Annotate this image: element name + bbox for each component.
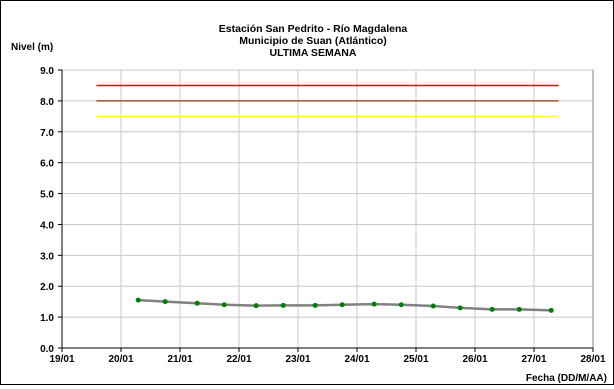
title-line-2: Municipio de Suan (Atlántico) (239, 35, 387, 47)
y-tick-label: 9.0 (40, 66, 54, 77)
y-tick-label: 7.0 (40, 128, 54, 139)
data-point (398, 302, 404, 308)
y-tick-label: 3.0 (40, 251, 54, 262)
x-tick-label: 22/01 (226, 354, 251, 365)
x-tick-label: 27/01 (521, 354, 546, 365)
data-point (221, 302, 227, 308)
x-tick-label: 28/01 (580, 354, 605, 365)
x-tick-label: 21/01 (167, 354, 192, 365)
data-point (516, 306, 522, 312)
data-point (339, 302, 345, 308)
y-tick-label: 4.0 (40, 220, 54, 231)
y-tick-label: 2.0 (40, 282, 54, 293)
y-axis-label: Nivel (m) (11, 42, 53, 53)
data-point (371, 301, 377, 307)
chart-title: Estación San Pedrito - Río Magdalena Mun… (219, 23, 408, 59)
data-point (162, 299, 168, 305)
data-point (312, 302, 318, 308)
y-tick-label: 1.0 (40, 313, 54, 324)
data-point (457, 305, 463, 311)
data-point (194, 300, 200, 306)
y-tick-label: 6.0 (40, 159, 54, 170)
data-point (430, 303, 436, 309)
y-tick-label: 0.0 (40, 344, 54, 355)
axes: 0.0 1.0 2.0 3.0 4.0 5.0 6.0 7.0 8.0 9.0 19/01 20/01… (40, 66, 606, 365)
data-point (548, 307, 554, 313)
series (135, 297, 554, 313)
y-tick-label: 8.0 (40, 97, 54, 108)
data-point (253, 303, 259, 309)
title-line-3: ULTIMA SEMANA (270, 47, 357, 59)
x-tick-label: 25/01 (403, 354, 428, 365)
threshold-lines (96, 84, 559, 118)
data-point (280, 302, 286, 308)
x-tick-label: 20/01 (108, 354, 133, 365)
x-tick-label: 19/01 (49, 354, 74, 365)
x-tick-label: 24/01 (344, 354, 369, 365)
y-tick-label: 5.0 (40, 190, 54, 201)
title-line-1: Estación San Pedrito - Río Magdalena (219, 23, 408, 35)
x-axis-label: Fecha (DD/M/AA) (526, 373, 607, 384)
x-tick-label: 26/01 (462, 354, 487, 365)
data-point (489, 306, 495, 312)
x-tick-label: 23/01 (285, 354, 310, 365)
data-point (135, 297, 141, 303)
